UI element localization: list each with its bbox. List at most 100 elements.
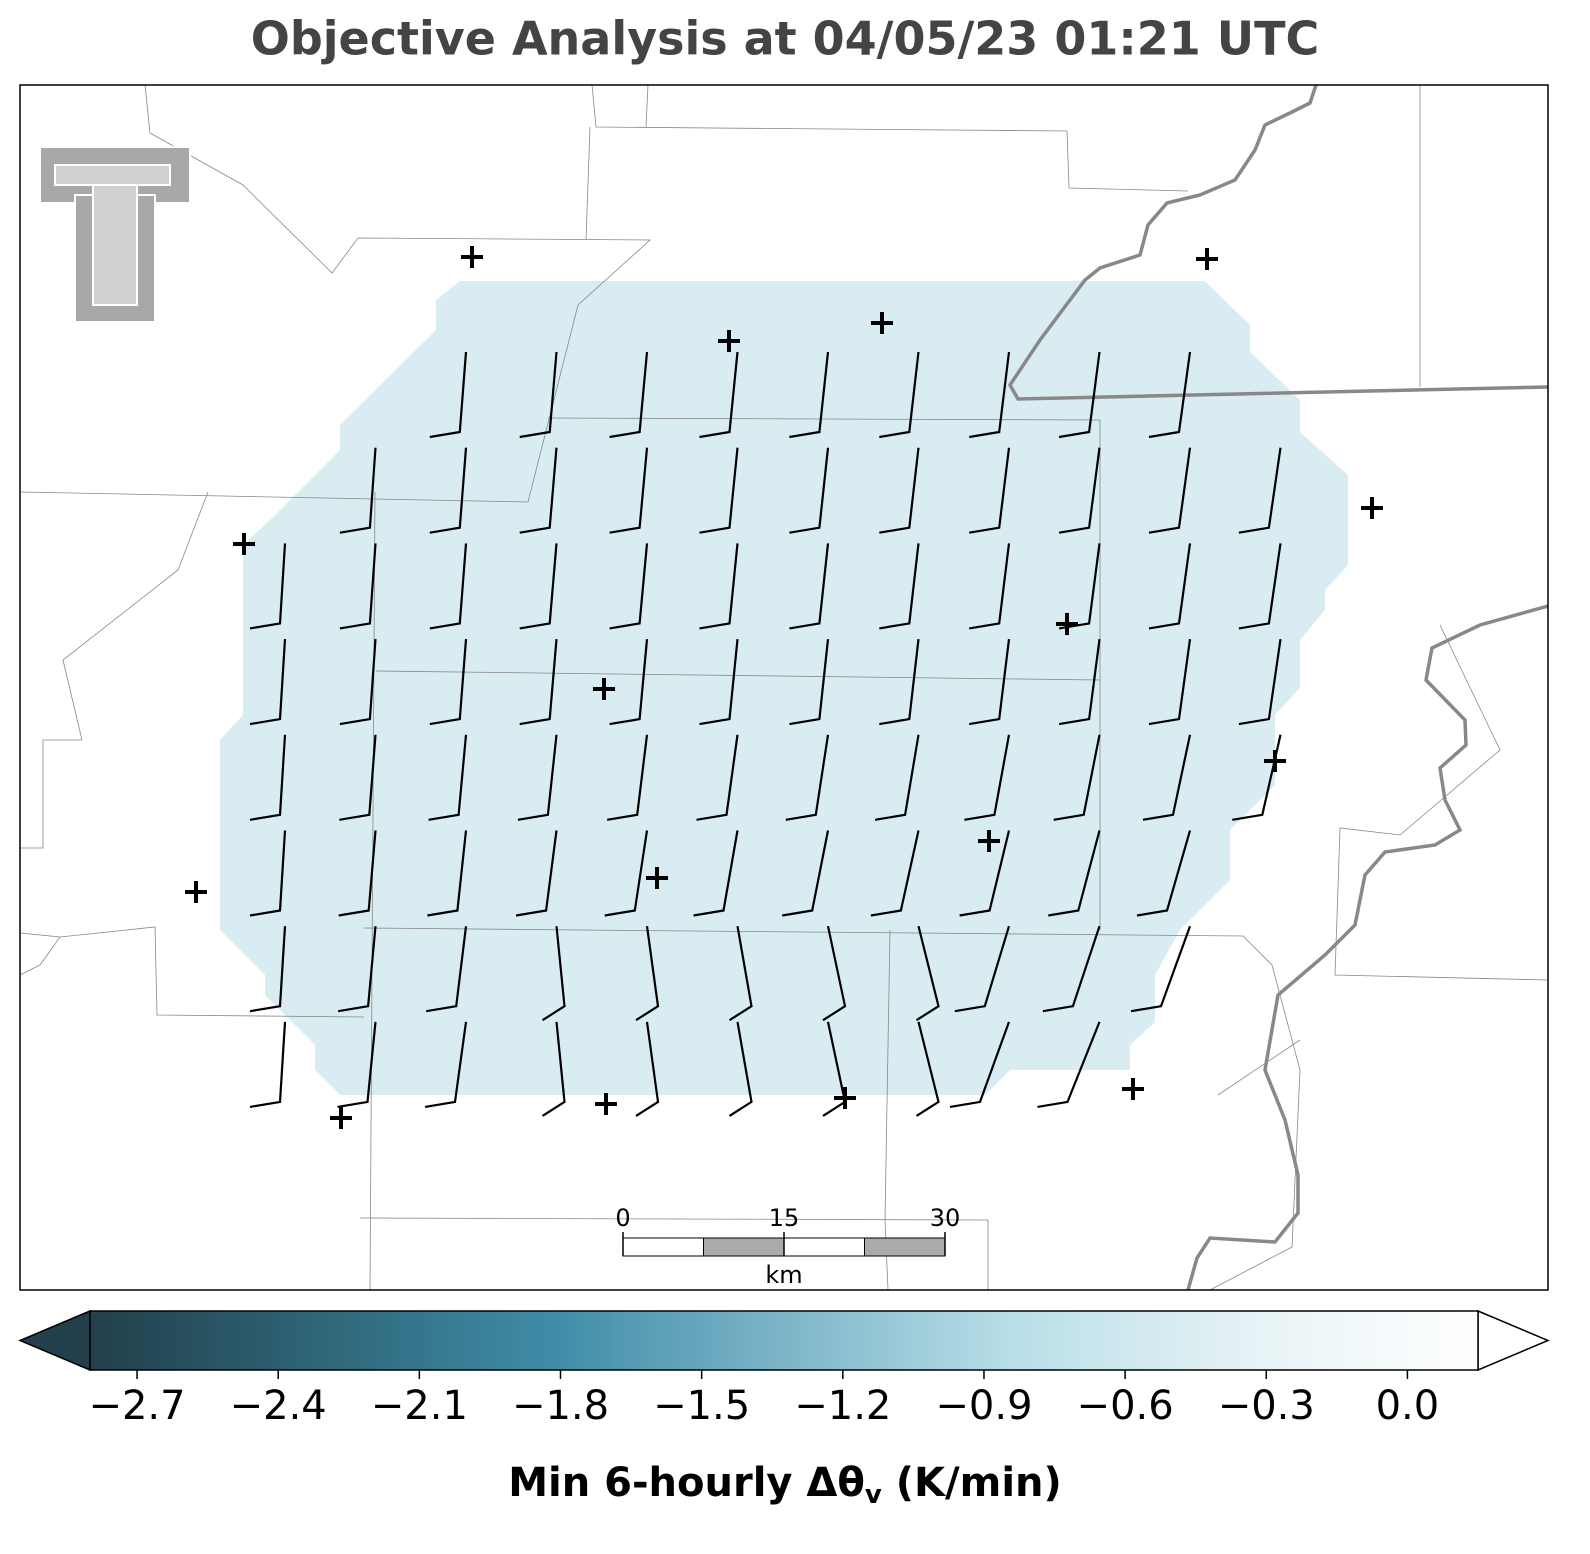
colorbar: −2.7 −2.4 −2.1 −1.8 −1.5 −1.2 −0.9 −0.6 −0.3 0.0 xyxy=(18,1309,1550,1429)
wind-barb xyxy=(782,830,830,917)
wind-barb xyxy=(635,1021,660,1117)
station xyxy=(233,533,255,555)
wind-barb xyxy=(541,926,566,1022)
colorbar-tick-label: 0.0 xyxy=(1376,1383,1440,1429)
scale-bar: km 0 15 30 xyxy=(615,1204,960,1289)
wind-barb xyxy=(427,830,468,917)
colorbar-label: Min 6-hourly Δθv (K/min) xyxy=(508,1460,1062,1510)
wind-barb xyxy=(249,830,287,917)
wind-barb xyxy=(915,1021,940,1117)
map-frame xyxy=(19,84,1549,1291)
wind-barb xyxy=(1142,734,1192,821)
wind-barb xyxy=(428,734,468,821)
wind-barb xyxy=(609,351,649,439)
title: Objective Analysis at 04/05/23 01:21 UTC xyxy=(251,12,1320,66)
wind-barb xyxy=(915,925,940,1022)
station xyxy=(646,867,668,889)
wind-barb xyxy=(879,447,920,534)
wind-barb xyxy=(1148,351,1192,439)
station xyxy=(978,830,1000,852)
wind-barb xyxy=(249,926,287,1013)
wind-barb xyxy=(517,734,558,821)
map xyxy=(20,85,1548,1290)
wind-barb xyxy=(604,830,649,917)
colorbar-tick-label: −2.1 xyxy=(371,1383,468,1429)
label-sub: v xyxy=(865,1480,882,1510)
station xyxy=(1122,1078,1144,1100)
wind-barb xyxy=(339,543,377,630)
colorbar-body xyxy=(89,1310,1479,1371)
wind-barb xyxy=(519,639,558,726)
wind-barb xyxy=(429,447,468,534)
wind-barb xyxy=(429,543,468,630)
wind-barb xyxy=(785,734,830,821)
station xyxy=(1264,750,1286,772)
scale-segment xyxy=(783,1237,865,1257)
wind-barb xyxy=(339,639,377,726)
river xyxy=(1007,85,1548,1290)
analysis-field xyxy=(220,281,1348,1095)
wind-barb xyxy=(959,830,1011,917)
wind-barb xyxy=(789,543,830,630)
colorbar-tick-label: −0.6 xyxy=(1077,1383,1174,1429)
station xyxy=(595,1093,617,1115)
wind-barb xyxy=(249,1021,287,1108)
colorbar-tick-label: −1.2 xyxy=(794,1383,891,1429)
station xyxy=(718,330,740,352)
wind-barb xyxy=(879,543,920,630)
station xyxy=(834,1087,856,1109)
wind-barb xyxy=(879,638,920,726)
wind-barb xyxy=(607,734,649,821)
wind-barb xyxy=(789,638,830,726)
station xyxy=(330,1107,352,1129)
scale-label: 15 xyxy=(769,1204,800,1232)
stations xyxy=(185,246,1383,1129)
wind-barb xyxy=(1058,638,1101,726)
wind-barb xyxy=(249,543,287,630)
logo xyxy=(39,146,191,323)
wind-barb xyxy=(1130,925,1192,1013)
label-part: (K/min) xyxy=(882,1460,1062,1506)
wind-barb xyxy=(964,734,1011,821)
wind-barb xyxy=(338,830,377,917)
wind-barb xyxy=(519,351,558,439)
scale-segment xyxy=(622,1237,704,1257)
wind-barb xyxy=(1058,351,1101,439)
wind-barb xyxy=(1037,1021,1101,1108)
wind-barb xyxy=(699,543,739,630)
wind-barb xyxy=(696,734,739,821)
wind-barb xyxy=(429,639,468,726)
station xyxy=(871,312,893,334)
colorbar-tick-label: −1.5 xyxy=(653,1383,750,1429)
wind-barb xyxy=(822,925,847,1022)
scale-segment xyxy=(703,1237,785,1257)
wind-barb xyxy=(789,351,830,439)
wind-barb xyxy=(1058,543,1101,630)
wind-barb xyxy=(541,1021,566,1117)
wind-barb xyxy=(337,926,377,1013)
wind-barb xyxy=(635,926,660,1022)
wind-barb xyxy=(1058,447,1101,534)
wind-barb xyxy=(693,830,739,917)
wind-barb xyxy=(699,351,739,439)
wind-barb xyxy=(1053,734,1101,821)
wind-barb xyxy=(249,639,287,726)
station xyxy=(1056,613,1078,635)
wind-barb xyxy=(337,1021,377,1108)
wind-barb xyxy=(609,638,649,726)
wind-barb xyxy=(1238,447,1282,534)
wind-barb xyxy=(1136,830,1192,917)
wind-barb xyxy=(1148,447,1192,534)
wind-barb xyxy=(426,926,468,1013)
wind-barb xyxy=(249,734,287,821)
scale-segment xyxy=(864,1237,946,1257)
wind-barb xyxy=(728,926,753,1022)
colorbar-tick-label: −1.8 xyxy=(512,1383,609,1429)
wind-barb xyxy=(870,830,920,917)
county-lines xyxy=(20,85,1548,1290)
wind-barb xyxy=(424,1021,468,1108)
wind-barb xyxy=(699,638,739,726)
colorbar-tick-label: −2.7 xyxy=(88,1383,185,1429)
wind-barb xyxy=(339,447,377,534)
wind-barb xyxy=(969,543,1011,630)
